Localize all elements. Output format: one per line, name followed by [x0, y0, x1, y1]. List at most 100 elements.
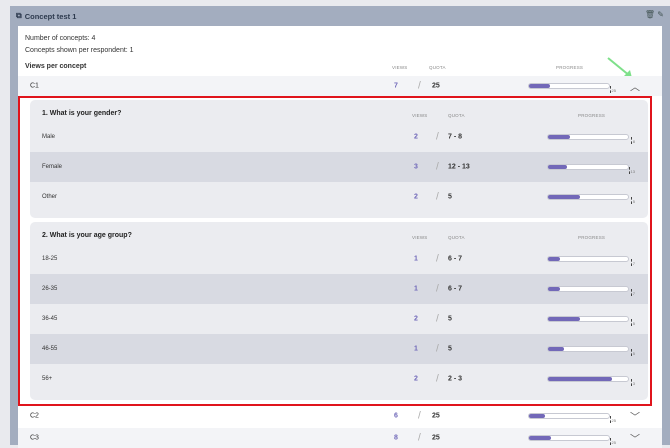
- slash-divider: /: [436, 253, 439, 265]
- answer-label: 56+: [42, 376, 53, 382]
- progress-fill: [548, 347, 564, 351]
- answer-label: 36-45: [42, 316, 58, 322]
- answer-label: Female: [42, 164, 63, 170]
- progress-fill: [548, 195, 580, 199]
- panel-header: ⧉ Concept test 1: [10, 6, 670, 26]
- progress-header: PROGRESS: [578, 235, 606, 240]
- views-header: VIEWS: [392, 65, 408, 70]
- chevron-down-icon[interactable]: ﹀: [630, 434, 640, 446]
- answer-row: 36-45 2 / 5 5: [30, 304, 648, 334]
- answer-quota: 12 - 13: [448, 163, 470, 171]
- views-per-concept-heading: Views per concept: [25, 63, 87, 70]
- answer-quota: 6 - 7: [448, 285, 463, 293]
- progress-target: 25: [609, 86, 616, 93]
- progress-fill: [548, 377, 612, 381]
- chevron-down-icon[interactable]: ﹀: [630, 412, 640, 424]
- slash-divider: /: [418, 432, 421, 444]
- answer-quota: 5: [448, 193, 452, 201]
- answer-label: 26-35: [42, 286, 58, 292]
- progress-fill: [548, 257, 560, 261]
- highlight-box: [18, 96, 652, 406]
- concept-views: 7: [394, 82, 398, 90]
- progress-target: 5: [630, 349, 635, 356]
- progress-header: PROGRESS: [578, 113, 606, 118]
- panel-title: Concept test 1: [24, 11, 77, 21]
- answer-row: 26-35 1 / 6 - 7 7: [30, 274, 648, 304]
- quota-header: QUOTA: [429, 65, 446, 70]
- progress-fill: [548, 135, 570, 139]
- progress-target: 25: [609, 416, 616, 423]
- views-header: VIEWS: [412, 113, 428, 118]
- answer-quota: 5: [448, 315, 452, 323]
- answer-quota: 7 - 8: [448, 133, 463, 141]
- answer-views: 1: [414, 255, 418, 263]
- progress-bar: 7: [547, 286, 635, 296]
- progress-target: 3: [630, 379, 635, 386]
- answer-views: 3: [414, 163, 418, 171]
- answer-views: 1: [414, 285, 418, 293]
- progress-target: 7: [630, 289, 635, 296]
- progress-header: PROGRESS: [556, 65, 584, 70]
- slash-divider: /: [436, 191, 439, 203]
- answer-row: Female 3 / 12 - 13 13: [30, 152, 648, 182]
- quota-header: QUOTA: [448, 235, 465, 240]
- concept-views: 8: [394, 434, 398, 442]
- concept-card: Number of concepts: 4 Concepts shown per…: [18, 26, 662, 448]
- answer-quota: 2 - 3: [448, 375, 463, 383]
- answer-views: 2: [414, 375, 418, 383]
- slash-divider: /: [436, 161, 439, 173]
- answer-label: Male: [42, 134, 56, 140]
- answer-quota: 5: [448, 345, 452, 353]
- quota-header: QUOTA: [448, 113, 465, 118]
- answer-row: Other 2 / 5 5: [30, 182, 648, 212]
- chevron-up-icon[interactable]: ︿: [630, 82, 640, 94]
- trash-icon[interactable]: 🗑: [644, 10, 656, 19]
- concept-test-panel: ⧉ Concept test 1 🗑 ✎ Number of concepts:…: [10, 6, 670, 448]
- concept-row[interactable]: C2 6 / 25 25 ﹀: [18, 406, 662, 426]
- answer-views: 2: [414, 133, 418, 141]
- progress-fill: [548, 165, 568, 169]
- answer-views: 2: [414, 315, 418, 323]
- answer-label: 18-25: [42, 256, 58, 262]
- answer-views: 2: [414, 193, 418, 201]
- concept-label: C2: [30, 412, 39, 420]
- progress-target: 25: [609, 438, 616, 445]
- answer-label: 46-55: [42, 346, 58, 352]
- progress-bar: 5: [547, 194, 635, 204]
- views-header: VIEWS: [412, 235, 428, 240]
- slash-divider: /: [418, 80, 421, 92]
- answer-label: Other: [42, 194, 58, 200]
- concept-icon: ⧉: [16, 11, 22, 20]
- progress-fill: [529, 84, 550, 88]
- progress-bar: 8: [547, 134, 635, 144]
- progress-fill: [548, 287, 560, 291]
- progress-bar: 3: [547, 376, 635, 386]
- question-card: 2. What is your age group? VIEWS QUOTA PROG…: [30, 222, 648, 400]
- progress-bar: 25: [528, 435, 616, 445]
- progress-bar: 25: [528, 413, 616, 423]
- concept-row[interactable]: C1 7 / 25 25 ︿: [18, 76, 662, 96]
- progress-target: 5: [630, 197, 635, 204]
- concept-quota: 25: [432, 412, 440, 420]
- number-of-concepts: Number of concepts: 4: [25, 35, 96, 42]
- progress-target: 7: [630, 259, 635, 266]
- slash-divider: /: [436, 131, 439, 143]
- question-card: 1. What is your gender? VIEWS QUOTA PROGRES…: [30, 100, 648, 218]
- progress-fill: [529, 414, 545, 418]
- concepts-per-respondent: Concepts shown per respondent: 1: [25, 47, 134, 54]
- progress-bar: 7: [547, 256, 635, 266]
- question-title: 2. What is your age group?: [42, 232, 132, 239]
- slash-divider: /: [436, 343, 439, 355]
- progress-target: 5: [630, 319, 635, 326]
- slash-divider: /: [418, 410, 421, 422]
- slash-divider: /: [436, 373, 439, 385]
- progress-bar: 13: [547, 164, 635, 174]
- answer-row: 18-25 1 / 6 - 7 7: [30, 244, 648, 274]
- answer-row: 56+ 2 / 2 - 3 3: [30, 364, 648, 394]
- pencil-icon[interactable]: ✎: [657, 10, 664, 19]
- answer-views: 1: [414, 345, 418, 353]
- concept-label: C3: [30, 434, 39, 442]
- progress-bar: 25: [528, 83, 616, 93]
- concept-row[interactable]: C3 8 / 25 25 ﹀: [18, 428, 662, 448]
- concept-quota: 25: [432, 82, 440, 90]
